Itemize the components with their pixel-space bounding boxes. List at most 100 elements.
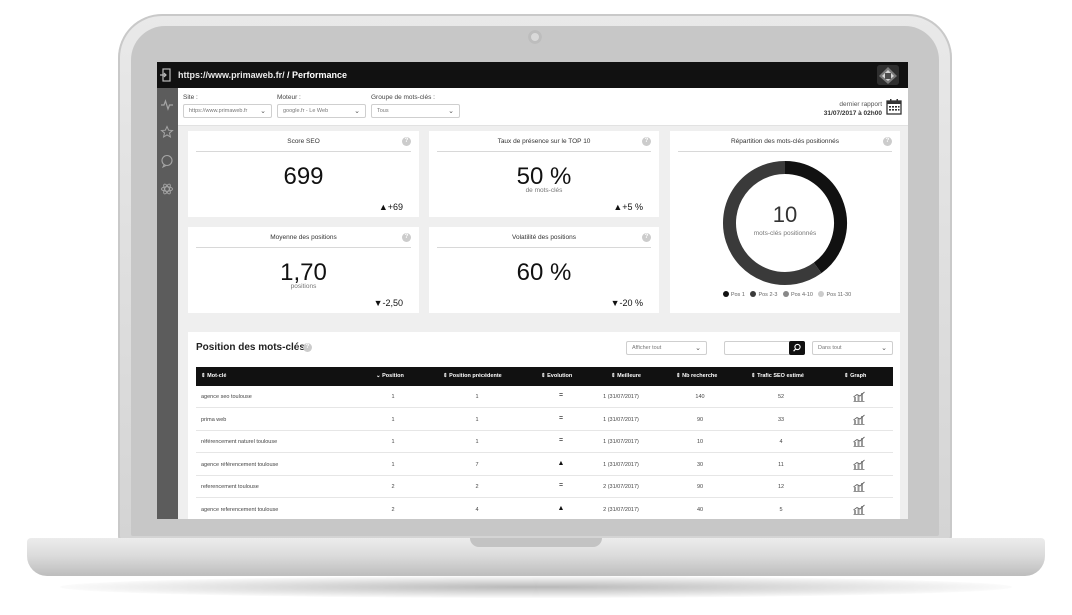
evolution-equal-icon: =: [558, 392, 564, 399]
score-seo-title: Score SEO: [196, 138, 411, 152]
volatility-delta: ▼-20 %: [610, 298, 643, 308]
table-row[interactable]: referencement toulouse 2 2 2 (31/07/2017) 90…: [196, 476, 893, 498]
table-row[interactable]: prima web 1 1 1 (31/07/2017) 90 33 =: [196, 409, 893, 431]
engine-select[interactable]: google.fr - Le Web ⌄: [277, 104, 366, 118]
distribution-title: Répartition des mots-clés positionnés: [678, 138, 892, 152]
evolution-up-icon: ▲: [557, 504, 565, 512]
cell-keyword: referencement toulouse: [201, 484, 259, 490]
cell-best: 1 (31/07/2017): [603, 439, 639, 445]
top10-sub: de mots-clés: [525, 187, 563, 194]
site-url[interactable]: https://www.primaweb.fr/: [178, 70, 285, 80]
cell-previous: 2: [475, 484, 479, 490]
col-keyword[interactable]: ⇕ Mot-clé: [201, 373, 227, 379]
group-select[interactable]: Tous ⌄: [371, 104, 460, 118]
cell-keyword: prima web: [201, 416, 227, 423]
score-seo-value: 699: [283, 163, 324, 190]
col-traffic[interactable]: ⇕ Trafic SEO estimé: [751, 373, 804, 379]
exit-icon[interactable]: [159, 68, 171, 82]
col-best[interactable]: ⇕ Meilleure: [611, 373, 641, 379]
webcam: [528, 30, 542, 44]
cell-previous: 1: [475, 439, 479, 445]
evolution-equal-icon: =: [558, 482, 564, 489]
chat-icon[interactable]: [160, 154, 174, 169]
chevron-down-icon: ⌄: [881, 345, 887, 352]
graph-icon[interactable]: [853, 391, 865, 402]
site-label: Site :: [183, 94, 198, 101]
graph-icon[interactable]: [853, 414, 865, 425]
cell-searches: 40: [696, 506, 704, 513]
cell-best: 1 (31/07/2017): [603, 461, 639, 468]
col-position[interactable]: ⌄ Position: [376, 373, 404, 379]
help-icon[interactable]: ?: [303, 343, 312, 352]
star-icon[interactable]: [160, 125, 174, 139]
volatility-title: Volatilité des positions: [437, 234, 651, 248]
graph-icon[interactable]: [853, 436, 865, 447]
panel-title: Position des mots-clés: [196, 342, 305, 353]
cell-position: 2: [391, 506, 395, 513]
cell-position: 1: [391, 394, 395, 400]
col-previous[interactable]: ⇕ Position précédente: [443, 373, 502, 379]
display-filter-value: Afficher tout: [632, 345, 662, 351]
chevron-right-icon[interactable]: ›: [296, 343, 299, 350]
graph-icon[interactable]: [853, 504, 865, 515]
app-screen: https://www.primaweb.fr/ / Performance S…: [157, 62, 908, 519]
scope-select[interactable]: Dans tout ⌄: [812, 341, 893, 355]
page-title: / Performance: [287, 70, 348, 80]
avatar[interactable]: [877, 65, 899, 85]
col-evolution[interactable]: ⇕ Evolution: [541, 373, 573, 379]
chevron-down-icon: ⌄: [448, 108, 454, 115]
cell-traffic: 11: [778, 461, 784, 468]
help-icon[interactable]: ?: [642, 233, 651, 242]
cell-previous: 1: [475, 416, 479, 423]
average-position-card: Moyenne des positions ? 1,70 positions ▼…: [188, 227, 419, 313]
legend-pos1: Pos 1: [730, 292, 745, 298]
atom-icon[interactable]: [160, 182, 174, 196]
score-seo-delta: ▲+69: [378, 202, 403, 212]
evolution-equal-icon: =: [558, 437, 564, 444]
cell-searches: 30: [696, 461, 704, 468]
search-button[interactable]: [789, 341, 805, 355]
distribution-donut-chart: [723, 161, 847, 285]
cell-keyword: référencement naturel toulouse: [201, 439, 278, 445]
cell-best: 2 (31/07/2017): [603, 506, 639, 513]
donut-slice-2[interactable]: [723, 161, 822, 285]
top10-value: 50 %: [516, 163, 572, 190]
legend-pos23: Pos 2-3: [758, 292, 778, 298]
col-graph[interactable]: ⇕ Graph: [844, 373, 867, 379]
col-position-label: Position: [382, 373, 404, 379]
cell-position: 2: [391, 484, 395, 490]
table-row[interactable]: agence referencement toulouse 2 4 2 (31/07/…: [196, 499, 893, 520]
chevron-down-icon: ⌄: [354, 108, 360, 115]
donut-slice-1[interactable]: [784, 161, 847, 274]
chevron-down-icon: ⌄: [695, 345, 701, 352]
cell-traffic: 33: [777, 416, 785, 423]
top10-card: Taux de présence sur le TOP 10 ? 50 % de…: [429, 131, 659, 217]
chevron-down-icon: ⌄: [260, 108, 266, 115]
help-icon[interactable]: ?: [642, 137, 651, 146]
average-position-sub: positions: [290, 283, 317, 290]
group-select-value: Tous: [377, 108, 389, 114]
col-searches-label: Nb recherche: [682, 373, 718, 379]
col-traffic-label: Trafic SEO estimé: [757, 373, 804, 379]
help-icon[interactable]: ?: [402, 137, 411, 146]
col-graph-label: Graph: [850, 373, 867, 379]
help-icon[interactable]: ?: [402, 233, 411, 242]
table-row[interactable]: agence référencement toulouse 1 7 1 (31/07/…: [196, 454, 893, 476]
graph-icon[interactable]: [853, 459, 865, 470]
col-searches[interactable]: ⇕ Nb recherche: [676, 373, 718, 379]
table-row[interactable]: agence seo toulouse 1 1 1 (31/07/2017) 140 52…: [196, 386, 893, 408]
display-filter-select[interactable]: Afficher tout ⌄: [626, 341, 707, 355]
site-select[interactable]: https://www.primaweb.fr ⌄: [183, 104, 272, 118]
site-select-value: https://www.primaweb.fr: [189, 108, 248, 114]
laptop-shadow: [60, 576, 1012, 598]
legend-pos410: Pos 4-10: [790, 292, 813, 298]
cell-position: 1: [391, 439, 395, 445]
graph-icon[interactable]: [853, 481, 865, 492]
table-row[interactable]: référencement naturel toulouse 1 1 1 (31/07…: [196, 431, 893, 453]
average-position-title: Moyenne des positions: [196, 234, 411, 248]
activity-icon[interactable]: [160, 98, 174, 112]
legend-dot-pos410: [782, 291, 789, 297]
calendar-icon[interactable]: [886, 98, 902, 115]
top10-delta: ▲+5 %: [613, 202, 643, 212]
help-icon[interactable]: ?: [883, 137, 892, 146]
